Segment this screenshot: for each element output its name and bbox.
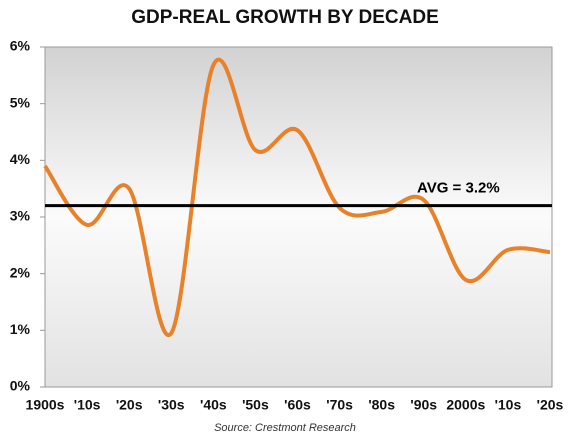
y-tick-label: 2%: [10, 264, 31, 280]
x-tick-label: '50s: [242, 397, 269, 413]
y-tick-label: 3%: [10, 208, 31, 224]
x-tick-label: '80s: [368, 397, 395, 413]
x-tick-label: '20s: [537, 397, 564, 413]
x-tick-label: '70s: [326, 397, 353, 413]
x-tick-label: '20s: [116, 397, 143, 413]
data-line: [43, 57, 551, 338]
x-tick-label: '40s: [200, 397, 227, 413]
x-tick-label: '10s: [74, 397, 101, 413]
chart-title: GDP-REAL GROWTH BY DECADE: [131, 7, 439, 28]
x-tick-label: 2000s: [446, 397, 485, 413]
y-tick-label: 0%: [10, 378, 31, 394]
x-tick-label: 1900s: [26, 397, 65, 413]
y-tick-label: 4%: [10, 151, 31, 167]
x-tick-label: '90s: [410, 397, 437, 413]
y-tick-label: 5%: [10, 94, 31, 110]
x-tick-label: '30s: [158, 397, 185, 413]
y-tick-label: 1%: [10, 321, 31, 337]
y-tick-label: 6%: [10, 38, 31, 54]
average-label: AVG = 3.2%: [417, 180, 500, 197]
plot-area: [44, 46, 553, 388]
x-tick-label: '10s: [495, 397, 522, 413]
source: Source: Crestmont Research: [214, 422, 356, 434]
x-tick-label: '60s: [284, 397, 311, 413]
